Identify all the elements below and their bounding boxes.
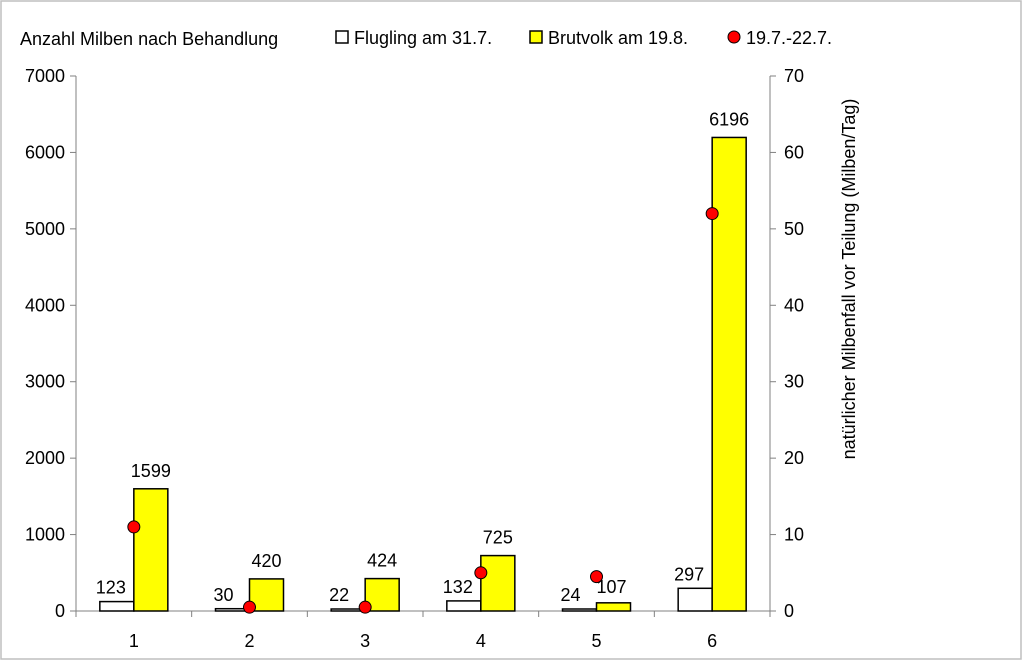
data-label: 107 (596, 577, 626, 597)
x-tick-label: 1 (129, 631, 139, 651)
chart-title: Anzahl Milben nach Behandlung (20, 29, 278, 49)
x-tick-label: 2 (244, 631, 254, 651)
legend-label: Brutvolk am 19.8. (548, 28, 688, 48)
data-point (243, 600, 256, 614)
data-label: 420 (251, 551, 281, 571)
points (127, 207, 719, 614)
bar (595, 602, 632, 612)
data-label: 132 (443, 577, 473, 597)
y-right-tick-label: 30 (784, 372, 804, 392)
data-point (127, 520, 141, 534)
axes: 0 1000 2000 3000 4000 5000 6000 7000 0 10 20 30 40 50… (25, 66, 804, 651)
y-left-tick-label: 5000 (25, 219, 65, 239)
data-point (705, 207, 719, 221)
legend-label: Flugling am 31.7. (354, 28, 492, 48)
bar (480, 554, 516, 612)
bar (561, 608, 598, 612)
legend-swatch (335, 30, 349, 44)
y-right-tick-label: 50 (784, 219, 804, 239)
data-label: 725 (483, 528, 513, 548)
data-label: 123 (96, 578, 126, 598)
y-right-tick-label: 0 (784, 601, 794, 621)
data-point (590, 570, 603, 584)
x-tick-label: 6 (707, 631, 717, 651)
x-tick-label: 3 (360, 631, 370, 651)
data-label: 30 (213, 585, 233, 605)
data-labels: 123 30 22 132 24 297 1599 420 424 725 107 6196 (96, 109, 749, 605)
x-tick-label: 5 (591, 631, 601, 651)
bar (133, 488, 169, 612)
data-label: 22 (329, 585, 349, 605)
data-point (474, 566, 488, 580)
y-left-tick-label: 7000 (25, 66, 65, 86)
y-left-tick-label: 2000 (25, 448, 65, 468)
x-tick-label: 4 (476, 631, 486, 651)
bar (711, 136, 747, 612)
data-label: 24 (560, 585, 580, 605)
y-left-tick-label: 4000 (25, 295, 65, 315)
data-label: 1599 (131, 461, 171, 481)
y-right-tick-label: 10 (784, 525, 804, 545)
legend: Flugling am 31.7. Brutvolk am 19.8. 19.7.-… (335, 28, 832, 48)
y-right-tick-label: 20 (784, 448, 804, 468)
data-label: 6196 (709, 109, 749, 129)
bar (677, 587, 713, 612)
y-right-tick-label: 40 (784, 295, 804, 315)
y-left-tick-label: 3000 (25, 372, 65, 392)
bar (446, 600, 482, 612)
bar (99, 600, 135, 612)
y-right-tick-label: 70 (784, 66, 804, 86)
y-axis-right-label: natürlicher Milbenfall vor Teilung (Milb… (839, 99, 859, 460)
data-label: 297 (674, 564, 704, 584)
y-left-tick-label: 6000 (25, 142, 65, 162)
y-left-tick-label: 0 (55, 601, 65, 621)
data-label: 424 (367, 551, 397, 571)
legend-label: 19.7.-22.7. (746, 28, 832, 48)
legend-marker (727, 30, 741, 44)
y-right-tick-label: 60 (784, 142, 804, 162)
legend-swatch (529, 30, 543, 44)
data-point (358, 600, 372, 614)
y-left-tick-label: 1000 (25, 525, 65, 545)
